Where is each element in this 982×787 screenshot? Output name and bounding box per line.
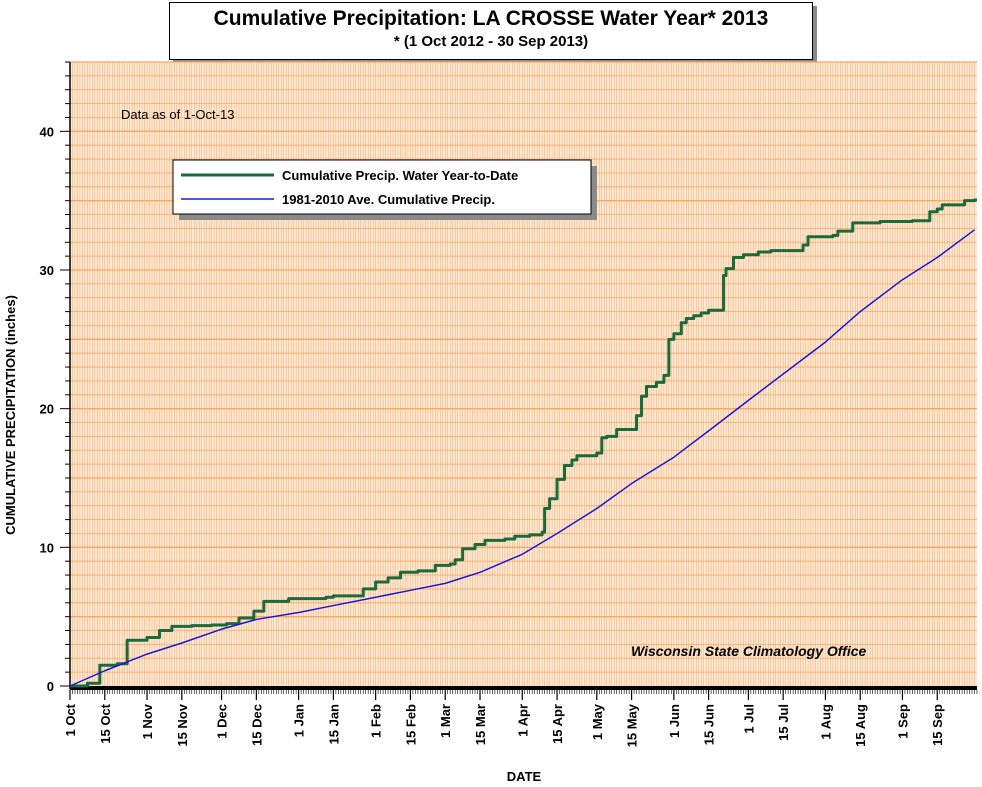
chart-title-box: Cumulative Precipitation: LA CROSSE Wate…	[169, 2, 813, 60]
series-line-actual	[70, 198, 977, 688]
x-tick-label: 15 Mar	[473, 704, 488, 745]
vertical-grid	[72, 62, 975, 686]
x-tick-label: 1 Dec	[215, 704, 230, 739]
x-tick-label: 1 Jan	[292, 704, 307, 737]
x-minor-ticks	[69, 690, 978, 694]
x-axis-title: DATE	[507, 769, 542, 784]
x-tick-label: 15 Oct	[98, 703, 113, 743]
subtitle-star: *	[393, 33, 400, 50]
x-tick-label: 1 Feb	[369, 704, 384, 738]
x-axis-line	[70, 686, 977, 690]
x-tick-label: 1 Jul	[741, 704, 756, 734]
y-tick-label: 10	[40, 540, 54, 555]
legend: Cumulative Precip. Water Year-to-Date 19…	[172, 159, 597, 220]
y-tick-label: 20	[40, 402, 54, 417]
x-tick-label: 1 Mar	[438, 704, 453, 738]
x-tick-label: 1 Sep	[895, 704, 910, 739]
x-tick-label: 1 Nov	[140, 703, 155, 739]
x-tick-label: 1 Aug	[818, 704, 833, 740]
x-tick-label: 1 Jun	[667, 704, 682, 738]
day-gridlines	[72, 62, 975, 686]
x-tick-label: 15 Nov	[175, 703, 190, 746]
legend-label-actual: Cumulative Precip. Water Year-to-Date	[282, 168, 518, 183]
subtitle-range: (1 Oct 2012 - 30 Sep 2013)	[399, 33, 589, 50]
x-tick-label: 15 Feb	[403, 704, 418, 745]
x-tick-label: 15 Jun	[702, 704, 717, 745]
horizontal-grid	[70, 61, 977, 673]
y-tick-label: 30	[40, 263, 54, 278]
y-tick-label: 40	[40, 124, 54, 139]
plot-background	[70, 62, 977, 686]
x-tick-label: 15 May	[625, 703, 640, 747]
chart-title: Cumulative Precipitation: LA CROSSE Wate…	[213, 7, 769, 30]
y-tick-label: 0	[47, 679, 54, 694]
x-tick-label: 1 Apr	[515, 704, 530, 737]
x-axis-ticks: 1 Oct 15 Oct 1 Nov 15 Nov 1 Dec 15 Dec 1 Jan 15…	[63, 690, 978, 747]
x-tick-label: 1 Oct	[63, 703, 78, 736]
chart-subtitle: * (1 Oct 2012 - 30 Sep 2013)	[170, 33, 812, 50]
x-tick-label: 15 Apr	[550, 704, 565, 744]
x-tick-label: 15 Jul	[776, 704, 791, 741]
y-axis-title: CUMULATIVE PRECIPITATION (inches)	[3, 295, 18, 535]
axes	[69, 62, 977, 690]
series-group	[69, 198, 977, 688]
y-axis-ticks: 0 10 20 30 40	[40, 61, 70, 694]
x-tick-label: 15 Sep	[930, 704, 945, 746]
legend-box	[172, 159, 592, 215]
credit-text: Wisconsin State Climatology Office	[631, 643, 867, 659]
legend-label-normal: 1981-2010 Ave. Cumulative Precip.	[282, 192, 495, 207]
series-line-normal	[69, 229, 975, 687]
x-tick-label: 1 May	[590, 703, 605, 740]
data-date-note: Data as of 1-Oct-13	[121, 107, 234, 122]
x-tick-label: 15 Dec	[249, 704, 264, 746]
x-tick-label: 15 Aug	[853, 704, 868, 747]
x-tick-label: 15 Jan	[326, 704, 341, 745]
